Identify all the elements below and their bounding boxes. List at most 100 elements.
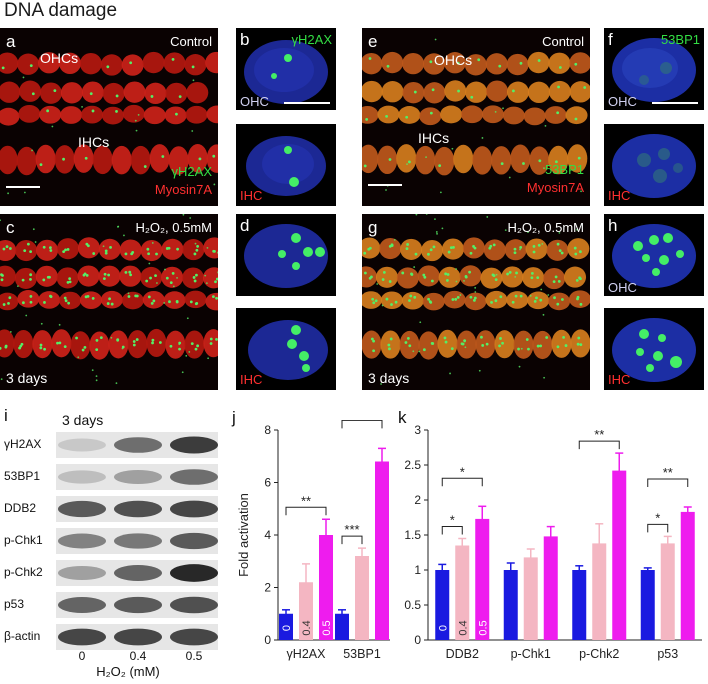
blot-band — [58, 438, 106, 452]
panel-c-image — [0, 214, 218, 390]
panel-a-marker-green: γH2AX — [171, 164, 212, 179]
bar — [335, 613, 349, 640]
bar-dose-label: 0 — [281, 625, 293, 631]
panel-c-condition: H₂O₂, 0.5mM — [135, 220, 212, 235]
panel-b-cell-label: OHC — [240, 94, 269, 109]
figure-title: DNA damage — [4, 0, 118, 21]
panel-e-condition: Control — [542, 34, 584, 49]
bar-dose-label: 0.4 — [301, 620, 313, 635]
bar-dose-label: 0.4 — [457, 620, 469, 635]
blot-band — [170, 469, 218, 485]
bar — [612, 470, 627, 640]
panel-b-marker: γH2AX — [291, 32, 332, 47]
panel-b-ihc-cell-label: IHC — [240, 188, 263, 203]
blot-band — [114, 596, 162, 614]
western-blot: γH2AX 53BP1 DDB2 p-Chk1 p-Chk2 p53 β-actin 0 0.… — [4, 432, 218, 679]
panel-h-cell-label: OHC — [608, 280, 637, 295]
blot-row-label: DDB2 — [4, 501, 36, 515]
bar-dose-label: 0 — [437, 625, 449, 631]
y-tick-label: 3 — [414, 423, 421, 437]
panel-letter-c: c — [6, 218, 15, 237]
panel-h-micrograph: h OHC — [604, 214, 704, 296]
panel-b-micrograph: b γH2AX OHC — [236, 28, 336, 110]
panel-e-marker-red: Myosin7A — [526, 180, 584, 195]
bar — [572, 570, 587, 640]
panel-letter-f: f — [608, 30, 613, 49]
panel-e-image — [362, 28, 590, 206]
blot-row-label: 53BP1 — [4, 469, 40, 483]
panel-c-micrograph: c H₂O₂, 0.5mM 3 days — [0, 214, 218, 390]
chart-k: 0 0.5 1 1.5 2 2.5 3 0 0.4 0.5 DDB2 p-Chk1 p-Chk2 p53 *… — [404, 423, 702, 661]
panel-letter-i: i — [4, 406, 8, 425]
significance-bracket — [647, 478, 689, 487]
panel-a-marker-red: Myosin7A — [154, 182, 212, 197]
x-category-label: p53 — [657, 647, 678, 661]
significance-bracket — [341, 420, 383, 429]
x-category-label: p-Chk2 — [579, 647, 619, 661]
panel-h-ihc-micrograph: IHC — [604, 308, 704, 390]
y-tick-label: 2 — [264, 581, 271, 595]
significance-bracket — [441, 526, 463, 535]
significance-label: ** — [301, 493, 311, 508]
panel-g-image — [362, 214, 590, 390]
panel-letter-g: g — [368, 218, 378, 237]
bar-dose-label: 0.5 — [321, 620, 333, 635]
panel-d-image — [236, 214, 336, 296]
panel-letter-k: k — [398, 408, 407, 427]
significance-bracket — [285, 506, 327, 516]
panel-h-ihc-image — [604, 308, 704, 390]
bar — [640, 570, 655, 640]
significance-bracket — [341, 535, 363, 545]
panel-e-ohcs-label: OHCs — [434, 52, 473, 68]
panel-a-scale-bar — [6, 186, 40, 188]
panel-d-ihc-image — [236, 308, 336, 390]
panel-g-condition: H₂O₂, 0.5mM — [507, 220, 584, 235]
y-tick-label: 0 — [264, 633, 271, 647]
blot-band — [114, 500, 162, 518]
y-axis-label: Fold activation — [236, 493, 251, 577]
blot-band — [58, 597, 106, 613]
panel-b-scale-bar — [284, 102, 330, 104]
panel-a-ihcs-label: IHCs — [78, 134, 110, 150]
panel-a-micrograph: a Control OHCs IHCs γH2AX Myosin7A — [0, 28, 218, 206]
blot-xlabel: H₂O₂ (mM) — [96, 664, 160, 679]
blot-band — [170, 532, 218, 550]
x-category-label: DDB2 — [446, 647, 479, 661]
panel-b-ihc-image — [236, 124, 336, 206]
blot-band — [58, 470, 106, 484]
significance-label: * — [655, 510, 660, 525]
significance-bracket — [578, 440, 620, 450]
panel-letter-a: a — [6, 32, 16, 51]
panel-e-ihcs-label: IHCs — [418, 130, 450, 146]
significance-label: ** — [663, 465, 673, 480]
y-tick-label: 2.5 — [404, 458, 421, 472]
panel-f-ihc-cell-label: IHC — [608, 188, 631, 203]
blot-band — [114, 469, 162, 485]
significance-label: * — [450, 513, 455, 528]
y-tick-label: 2 — [414, 493, 421, 507]
blot-band — [170, 596, 218, 614]
panel-letter-j: j — [232, 408, 236, 427]
blot-lane-label: 0.5 — [186, 649, 203, 663]
panel-b-image — [236, 28, 336, 110]
panel-f-scale-bar — [652, 102, 698, 104]
bar — [503, 570, 518, 640]
blot-lane-label: 0.4 — [130, 649, 147, 663]
panel-letter-d: d — [240, 216, 250, 235]
panel-d-ihc-cell-label: IHC — [240, 372, 263, 387]
panel-letter-e: e — [368, 32, 378, 51]
blot-band — [114, 628, 162, 646]
bar — [299, 582, 313, 640]
significance-bracket — [441, 477, 483, 487]
bar — [660, 543, 675, 640]
blot-band — [114, 565, 162, 581]
blot-band — [114, 533, 162, 549]
y-tick-label: 1.5 — [404, 528, 421, 542]
panel-f-ihc-image — [604, 124, 704, 206]
panel-h-image — [604, 214, 704, 296]
y-tick-label: 4 — [264, 528, 271, 542]
panel-e-micrograph: e Control OHCs IHCs 53BP1 Myosin7A — [362, 28, 590, 206]
y-tick-label: 6 — [264, 476, 271, 490]
blot-band — [114, 437, 162, 453]
